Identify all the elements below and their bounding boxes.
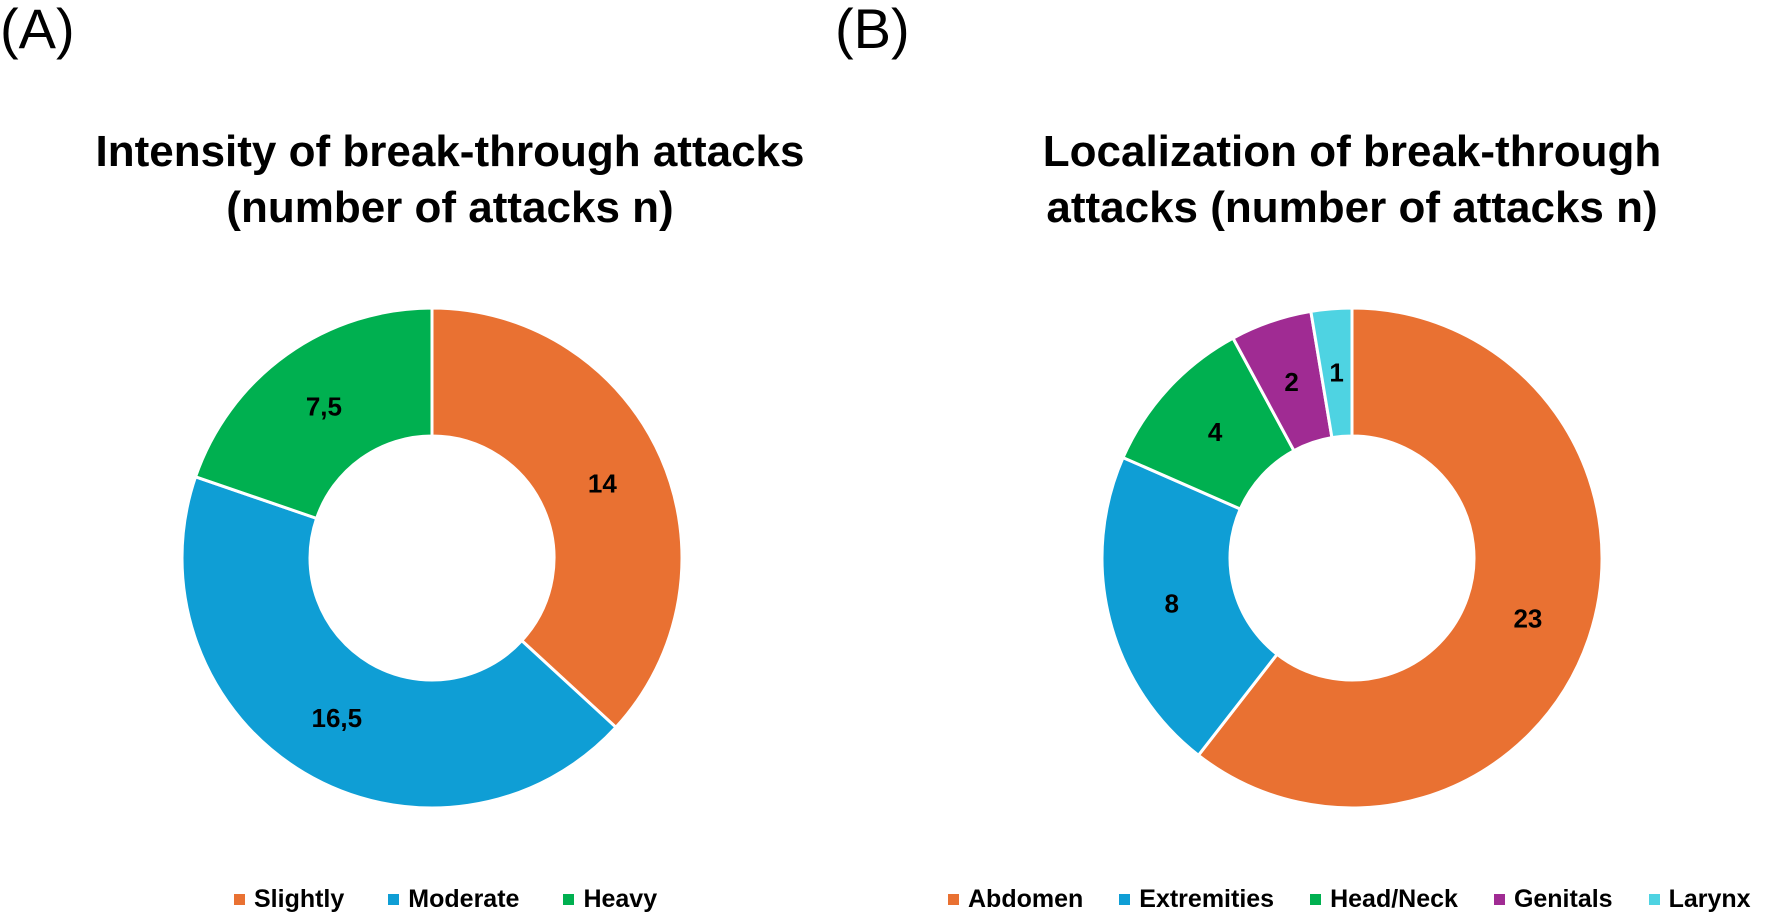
- slice-abdomen: [1196, 306, 1604, 810]
- legend-item-head-neck: Head/Neck: [1310, 885, 1458, 914]
- panel-label-a: (A): [0, 0, 75, 60]
- legend-intensity: Slightly Moderate Heavy: [234, 882, 657, 916]
- legend-label: Slightly: [254, 884, 345, 913]
- chart-title-line-1: Intensity of break-through attacks: [95, 127, 805, 176]
- slice-larynx: [1309, 306, 1354, 440]
- slice-heavy: [193, 306, 434, 521]
- data-label-moderate: 16,5: [311, 703, 362, 733]
- legend-swatch: [1310, 893, 1322, 905]
- panel-label-b: (B): [835, 0, 910, 60]
- legend-item-slightly: Slightly: [234, 885, 344, 914]
- data-label-slightly: 14: [588, 468, 617, 498]
- legend-localization: Abdomen Extremities Head/Neck Genitals Laryn…: [948, 882, 1751, 916]
- data-label-heavy: 7,5: [306, 392, 342, 422]
- legend-swatch: [948, 893, 959, 905]
- legend-label: Head/Neck: [1330, 884, 1458, 913]
- slice-extremities: [1100, 455, 1280, 758]
- legend-label: Abdomen: [968, 884, 1084, 913]
- legend-label: Moderate: [408, 884, 520, 913]
- legend-item-heavy: Heavy: [563, 885, 657, 914]
- chart-title-localization: Localization of break-through attacks (n…: [902, 124, 1772, 236]
- chart-title-line-2: (number of attacks n): [226, 183, 674, 232]
- legend-item-genitals: Genitals: [1493, 884, 1613, 914]
- legend-swatch: [388, 893, 400, 905]
- legend-item-abdomen: Abdomen: [948, 885, 1083, 914]
- legend-label: Larynx: [1668, 884, 1751, 913]
- data-label-larynx: 1: [1329, 358, 1343, 388]
- legend-swatch: [563, 893, 575, 905]
- legend-label: Extremities: [1139, 884, 1275, 913]
- data-label-abdomen: 23: [1513, 603, 1542, 633]
- slice-moderate: [180, 474, 619, 810]
- slice-slightly: [430, 306, 684, 730]
- data-label-genitals: 2: [1284, 367, 1298, 397]
- legend-label: Genitals: [1513, 884, 1613, 913]
- legend-label: Heavy: [583, 884, 658, 913]
- legend-swatch: [1493, 893, 1505, 905]
- legend-item-larynx: Larynx: [1648, 884, 1751, 914]
- chart-title-line-1: Localization of break-through: [1042, 127, 1662, 176]
- legend-swatch: [1648, 893, 1660, 905]
- chart-title-intensity: Intensity of break-through attacks (numb…: [0, 124, 900, 236]
- legend-item-extremities: Extremities: [1119, 885, 1274, 914]
- chart-title-line-2: attacks (number of attacks n): [1046, 183, 1658, 232]
- legend-swatch: [234, 893, 245, 905]
- data-label-head-neck: 4: [1208, 417, 1223, 447]
- legend-swatch: [1119, 893, 1131, 905]
- legend-item-moderate: Moderate: [388, 885, 519, 914]
- data-label-extremities: 8: [1164, 589, 1178, 619]
- donut-chart-intensity: 14 16,5 7,5: [180, 306, 684, 810]
- donut-chart-localization: 23 8 4 2 1: [1100, 306, 1604, 810]
